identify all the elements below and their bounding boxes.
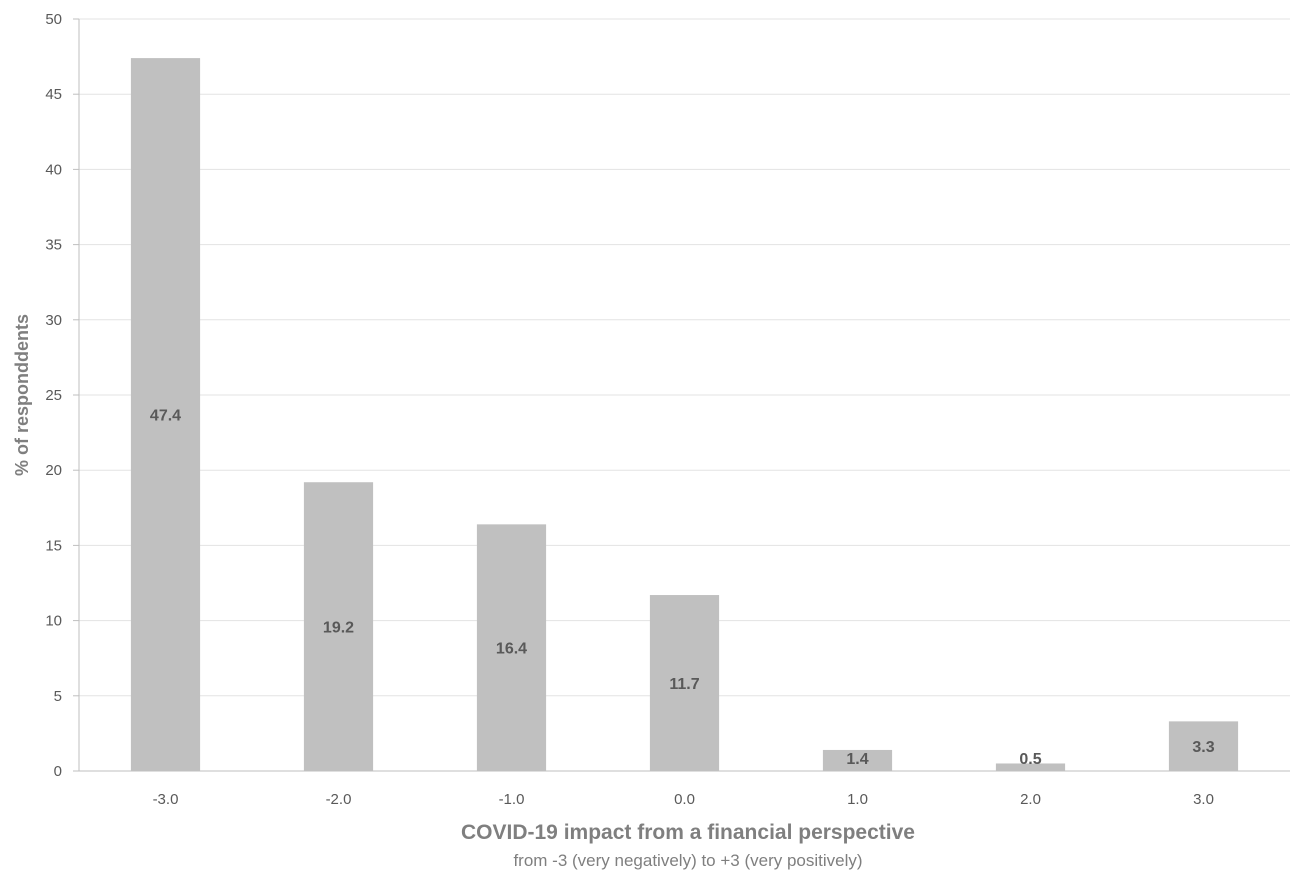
x-axis-title: COVID-19 impact from a financial perspec… xyxy=(461,821,915,844)
data-label: 16.4 xyxy=(496,641,527,658)
y-tick-label: 0 xyxy=(54,763,62,780)
y-tick-label: 45 xyxy=(45,86,62,103)
x-tick-label: 3.0 xyxy=(1193,791,1214,808)
data-labels: 47.4 19.2 16.4 11.7 1.4 0.5 3.3 xyxy=(150,408,1215,768)
y-tick-label: 20 xyxy=(45,462,62,479)
axes: 0 5 10 15 20 25 30 35 40 45 50 -3.0 -2.0 -1.0 0.0 1.0 2.… xyxy=(45,11,1290,808)
x-tick-label: -3.0 xyxy=(153,791,179,808)
x-tick-label: 0.0 xyxy=(674,791,695,808)
bar xyxy=(303,482,374,771)
bars xyxy=(130,58,1239,771)
data-label: 3.3 xyxy=(1192,739,1214,756)
x-tick-label: 1.0 xyxy=(847,791,868,808)
y-tick-label: 25 xyxy=(45,387,62,404)
y-tick-label: 5 xyxy=(54,688,62,705)
bar xyxy=(649,595,720,771)
bar xyxy=(476,524,547,771)
y-tick-label: 50 xyxy=(45,11,62,28)
y-axis-title: % of responddents xyxy=(12,314,32,476)
bar xyxy=(1168,721,1239,771)
gridlines xyxy=(79,18,1290,697)
data-label: 1.4 xyxy=(846,751,868,768)
y-tick-label: 40 xyxy=(45,161,62,178)
bar xyxy=(822,749,893,771)
y-tick-label: 10 xyxy=(45,613,62,630)
x-tick-label: 2.0 xyxy=(1020,791,1041,808)
data-label: 11.7 xyxy=(669,676,699,693)
data-label: 19.2 xyxy=(323,620,354,637)
x-tick-label: -2.0 xyxy=(326,791,352,808)
data-label: 0.5 xyxy=(1019,751,1041,768)
y-tick-label: 15 xyxy=(45,537,62,554)
data-label: 47.4 xyxy=(150,408,181,425)
y-tick-label: 35 xyxy=(45,237,62,254)
y-tick-label: 30 xyxy=(45,312,62,329)
x-tick-label: -1.0 xyxy=(499,791,525,808)
bar xyxy=(130,58,201,771)
x-axis-subtitle: from -3 (very negatively) to +3 (very po… xyxy=(513,851,862,870)
bar xyxy=(995,763,1066,771)
